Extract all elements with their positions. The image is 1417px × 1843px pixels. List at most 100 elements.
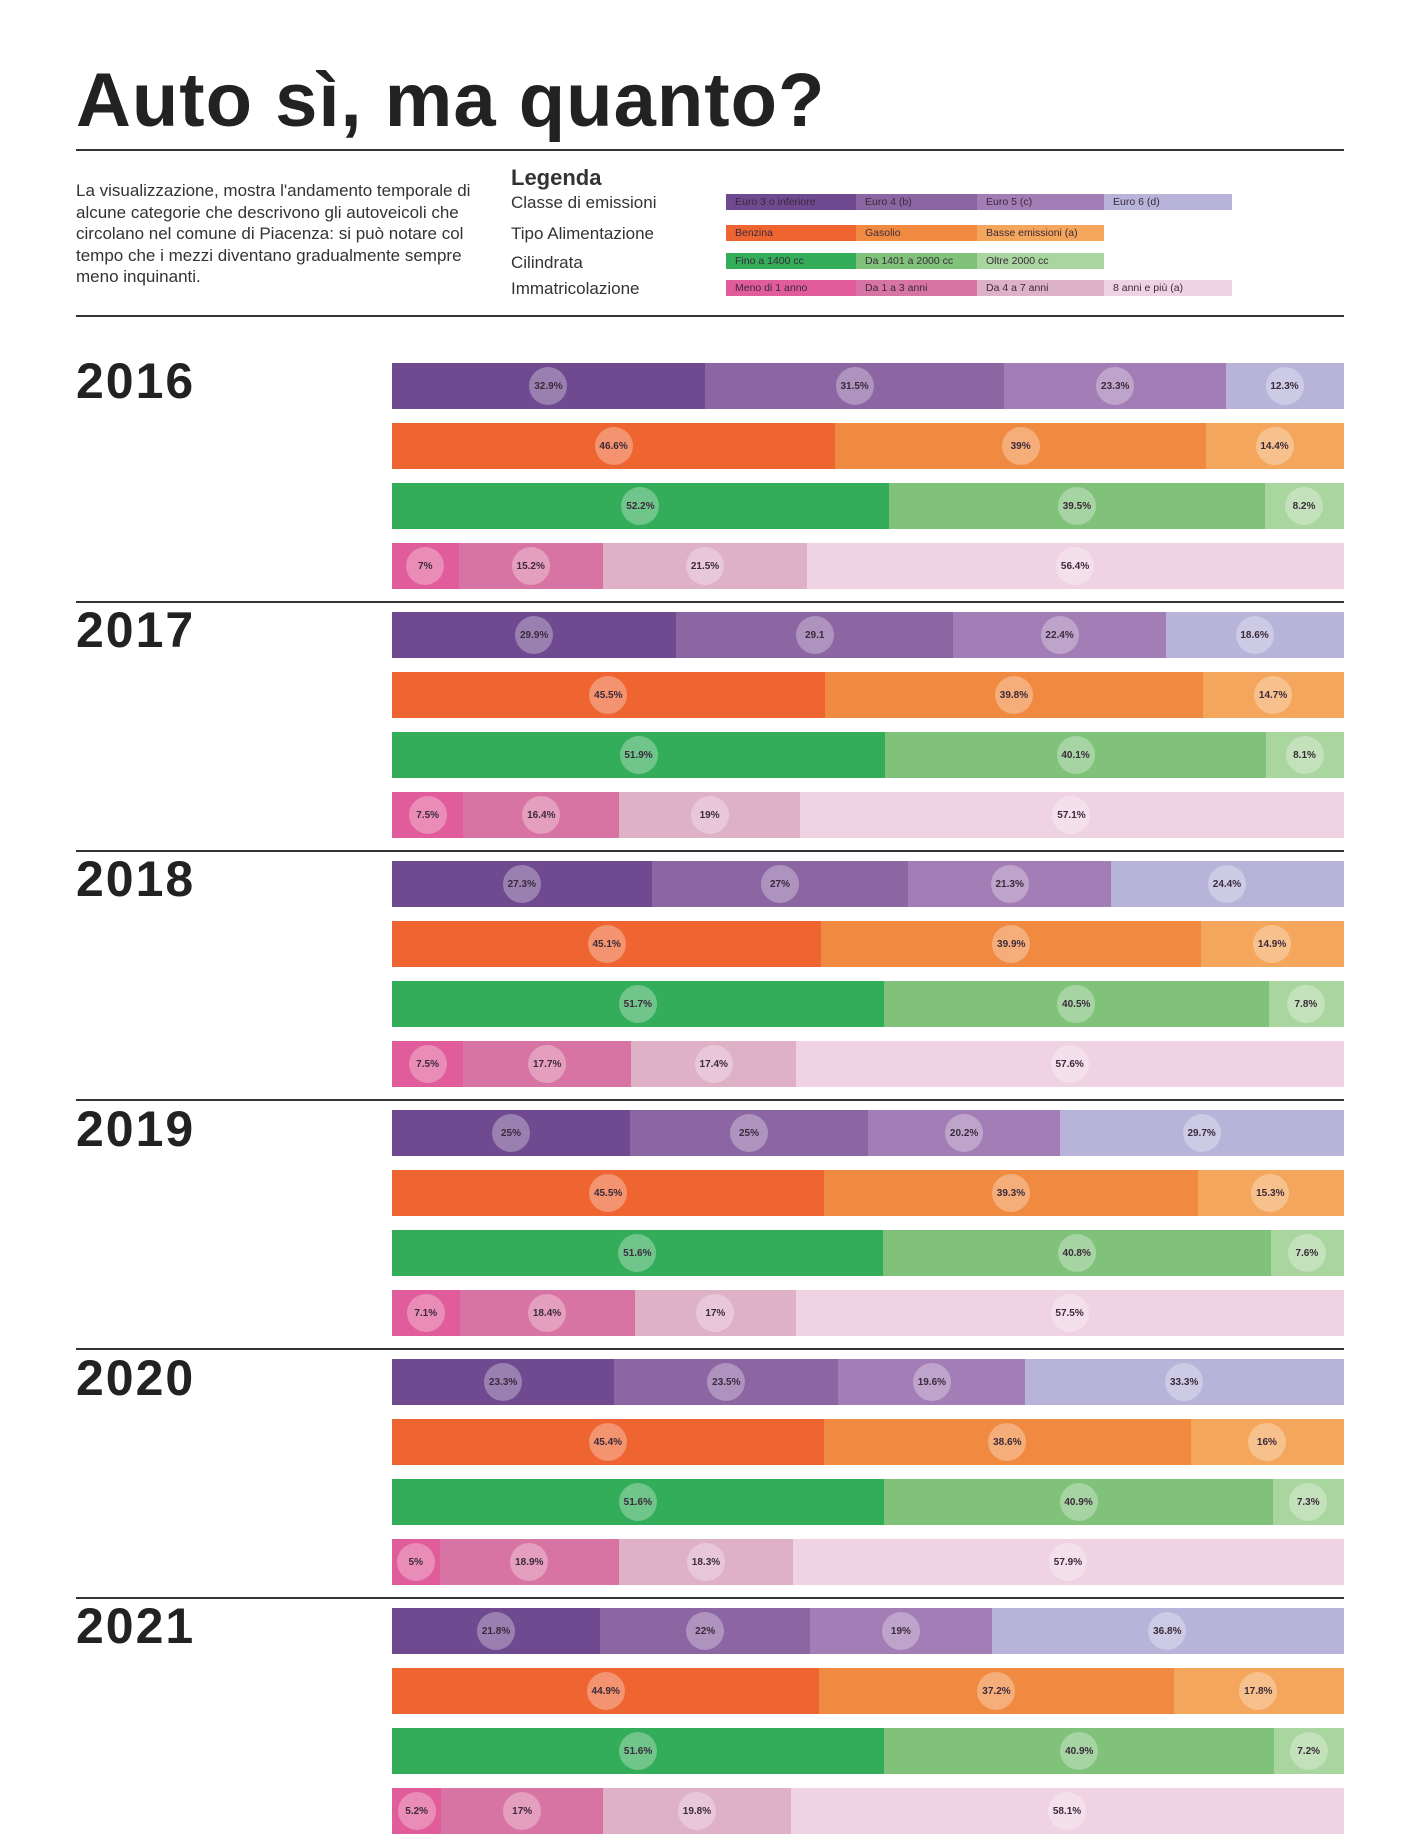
bar-segment [1190, 1419, 1344, 1465]
legend-swatch: Euro 6 (d) [1104, 194, 1232, 210]
bar-segment [885, 732, 1267, 778]
legend-label-immatricolazione: Immatricolazione [511, 279, 640, 298]
bar-segment [704, 363, 1006, 409]
bar-segment [651, 861, 909, 907]
data-label: 27% [761, 865, 799, 903]
legend-swatch: Fino a 1400 cc [726, 253, 856, 269]
bar-segment [392, 1728, 885, 1774]
year-label: 2021 [76, 1598, 196, 1654]
data-label: 17% [696, 1294, 735, 1332]
bar-segment [819, 1668, 1175, 1714]
legend-swatch: Euro 3 o inferiore [726, 194, 856, 210]
bar-segment [1270, 1230, 1344, 1276]
bar-segment [883, 1479, 1275, 1525]
legend-label-alimentazione: Tipo Alimentazione [511, 224, 655, 243]
bar-segment [392, 1419, 825, 1465]
data-label: 36.8% [1148, 1612, 1187, 1650]
data-label: 40.5% [1057, 985, 1096, 1023]
bar-segment [1274, 1728, 1344, 1774]
data-label: 18.6% [1235, 616, 1274, 654]
bar-segment [392, 1479, 885, 1525]
bar-segment [392, 1668, 821, 1714]
data-label: 15.3% [1251, 1174, 1290, 1212]
data-label: 23.5% [707, 1363, 746, 1401]
legend-swatch: Euro 5 (c) [977, 194, 1104, 210]
data-label: 57.1% [1052, 796, 1091, 834]
data-label: 17.7% [528, 1045, 567, 1083]
bar-segment [796, 1041, 1344, 1087]
bar-segment [1060, 1110, 1344, 1156]
year-label: 2017 [76, 602, 196, 658]
bar-segment [392, 423, 836, 469]
data-label: 45.4% [588, 1423, 627, 1461]
bar-segment [392, 1359, 615, 1405]
data-label: 39.9% [992, 925, 1031, 963]
bar-segment [810, 1608, 993, 1654]
data-label: 19.8% [677, 1792, 716, 1830]
data-label: 5.2% [397, 1792, 436, 1830]
data-label: 7.6% [1287, 1234, 1326, 1272]
legend-label-emissioni: Classe di emissioni [511, 193, 657, 212]
data-label: 29.1 [795, 616, 834, 654]
legend-swatch: Basse emissioni (a) [977, 225, 1104, 241]
data-label: 40.1% [1056, 736, 1095, 774]
bar-segment [1273, 1479, 1344, 1525]
bar-segment [823, 1419, 1192, 1465]
bar-segment [838, 1359, 1026, 1405]
data-label: 40.9% [1060, 1732, 1099, 1770]
bar-segment [392, 1539, 441, 1585]
data-label: 7.5% [408, 796, 447, 834]
data-label: 22.4% [1040, 616, 1079, 654]
year-label: 2019 [76, 1101, 196, 1157]
legend-label-cilindrata: Cilindrata [511, 253, 583, 272]
bar-segment [629, 1110, 869, 1156]
legend-swatch: Da 1 a 3 anni [856, 280, 977, 296]
year-label: 2018 [76, 851, 196, 907]
bar-segment [1197, 1170, 1344, 1216]
data-label: 32.9% [529, 367, 568, 405]
year-divider [76, 1597, 1344, 1599]
bar-segment [807, 543, 1344, 589]
data-label: 51.7% [618, 985, 657, 1023]
bar-segment [392, 1788, 442, 1834]
page-title: Auto sì, ma quanto? [76, 58, 826, 143]
bar-segment [392, 612, 677, 658]
data-label: 51.6% [618, 1483, 657, 1521]
data-label: 18.4% [528, 1294, 566, 1332]
bar-segment [392, 1608, 601, 1654]
bar-segment [1025, 1359, 1344, 1405]
data-label: 31.5% [835, 367, 874, 405]
bar-segment [463, 792, 620, 838]
data-label: 23.3% [484, 1363, 523, 1401]
bar-segment [1173, 1668, 1344, 1714]
bar-segment [392, 672, 826, 718]
data-label: 8.1% [1285, 736, 1324, 774]
data-label: 19.6% [912, 1363, 951, 1401]
bar-segment [392, 1170, 825, 1216]
data-label: 12.3% [1265, 367, 1304, 405]
data-label: 15.2% [511, 547, 550, 585]
year-divider [76, 601, 1344, 603]
data-label: 51.9% [619, 736, 658, 774]
data-label: 19% [881, 1612, 920, 1650]
bar-segment [1004, 363, 1227, 409]
bar-segment [392, 921, 822, 967]
bar-segment [392, 732, 886, 778]
data-label: 8.2% [1284, 487, 1323, 525]
data-label: 52.2% [621, 487, 660, 525]
data-label: 25% [491, 1114, 530, 1152]
bar-segment [884, 1728, 1275, 1774]
year-divider [76, 850, 1344, 852]
data-label: 7.8% [1286, 985, 1325, 1023]
bar-segment [463, 1041, 632, 1087]
bar-segment [882, 1230, 1272, 1276]
data-label: 22% [686, 1612, 725, 1650]
bar-segment [392, 861, 653, 907]
data-label: 21.5% [686, 547, 725, 585]
legend-swatch: Euro 4 (b) [856, 194, 977, 210]
data-label: 19% [690, 796, 729, 834]
data-label: 40.8% [1057, 1234, 1096, 1272]
bar-segment [1110, 861, 1344, 907]
data-label: 58.1% [1048, 1792, 1086, 1830]
